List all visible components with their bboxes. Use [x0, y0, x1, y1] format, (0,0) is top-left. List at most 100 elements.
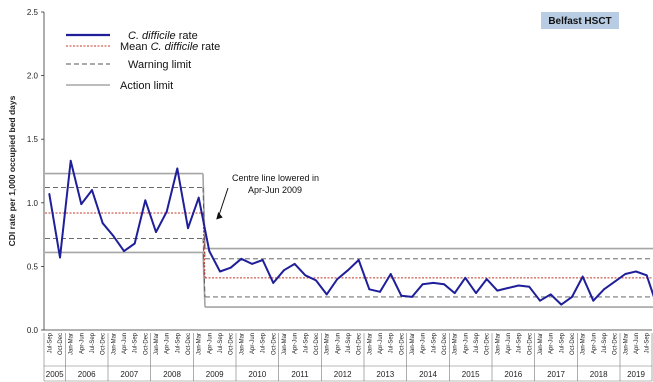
x-tick-label: Jul-Sep [559, 332, 565, 353]
rate-point [261, 259, 264, 261]
year-label: 2018 [590, 370, 608, 379]
rate-series [48, 159, 653, 306]
rate-point [315, 279, 317, 282]
x-tick-label: Jul-Sep [261, 332, 267, 353]
rate-point [304, 274, 307, 277]
year-labels: 2005 2006 2007 2008 2009 2010 2011 2012 2013 2014… [43, 333, 653, 382]
rate-point [219, 270, 221, 273]
x-tick-label: Apr-Jun [79, 333, 85, 354]
y-tick-label: 2.5 [27, 8, 39, 17]
rate-point [144, 199, 147, 202]
rate-point [176, 167, 179, 170]
x-tick-label: Jan-Mar [111, 333, 117, 355]
rate-point [475, 292, 477, 295]
x-tick-label: Jan-Mar [197, 333, 203, 355]
x-tick-label: Oct-Dec [399, 333, 405, 355]
rate-point [91, 189, 93, 191]
rate-point [272, 282, 275, 284]
rate-point [155, 231, 157, 233]
rate-point [229, 266, 232, 269]
y-tick-label: 2.0 [27, 72, 39, 81]
x-tick-label: Oct-Dec [527, 333, 533, 355]
rate-point [80, 203, 83, 205]
x-tick-label: Apr-Jun [293, 333, 299, 354]
year-label: 2016 [504, 370, 522, 379]
x-tick-label: Jan-Mar [581, 333, 587, 355]
rate-point [400, 294, 403, 297]
x-tick-label: Jul-Sep [218, 332, 224, 353]
x-tick-label: Jul-Sep [303, 332, 309, 353]
year-label: 2015 [462, 370, 480, 379]
year-label: 2012 [334, 370, 352, 379]
rate-point [283, 269, 285, 272]
x-tick-labels: Jul-Sep Oct-Dec Jan-Mar Apr-Jun Jul-Sep Oct-D… [47, 332, 650, 355]
x-tick-label: Apr-Jun [421, 333, 427, 354]
y-tick-labels: 0.0 0.5 1.0 1.5 2.0 2.5 [27, 8, 44, 335]
x-tick-label: Jul-Sep [602, 332, 608, 353]
control-limits [45, 172, 653, 308]
rate-point [69, 159, 72, 162]
rate-point [613, 280, 616, 283]
y-axis-label: CDI rate per 1,000 occupied bed days [7, 95, 17, 246]
rate-point [208, 250, 211, 253]
x-tick-label: Oct-Dec [485, 333, 491, 355]
x-tick-label: Jul-Sep [90, 332, 96, 353]
x-tick-label: Jan-Mar [453, 333, 459, 355]
rate-point [101, 222, 104, 225]
x-tick-label: Oct-Dec [271, 333, 277, 355]
rate-point [560, 303, 563, 306]
x-tick-label: Apr-Jun [165, 333, 171, 354]
year-label: 2011 [291, 370, 309, 379]
x-tick-label: Jan-Mar [495, 333, 501, 355]
legend-label-warning: Warning limit [128, 59, 191, 71]
x-tick-label: Apr-Jun [335, 333, 341, 354]
legend-label-rate: C. difficile rate [128, 30, 198, 42]
annotation: Centre line lowered in Apr-Jun 2009 [216, 173, 319, 220]
rate-point [165, 210, 168, 213]
year-label: 2007 [120, 370, 138, 379]
year-label: 2013 [376, 370, 394, 379]
rate-point [581, 275, 584, 278]
rate-point [464, 276, 467, 279]
rate-point [197, 196, 200, 199]
x-tick-label: Jul-Sep [47, 332, 53, 353]
x-tick-label: Jul-Sep [389, 332, 395, 353]
x-tick-label: Jan-Mar [154, 333, 160, 355]
rate-point [133, 242, 136, 245]
rate-point [603, 288, 605, 291]
x-tick-label: Oct-Dec [101, 333, 107, 355]
rate-point [48, 192, 51, 195]
annotation-line-2: Apr-Jun 2009 [248, 185, 302, 195]
rate-point [347, 269, 349, 272]
x-tick-label: Jul-Sep [474, 332, 480, 353]
rate-point [517, 284, 520, 287]
year-label: 2006 [78, 370, 96, 379]
x-tick-label: Oct-Dec [314, 333, 320, 355]
warning-step-lower [202, 238, 206, 297]
rate-point [453, 292, 456, 295]
rate-point [112, 234, 115, 237]
x-tick-label: Apr-Jun [591, 333, 597, 354]
x-tick-label: Oct-Dec [143, 333, 149, 355]
x-tick-label: Jan-Mar [69, 333, 75, 355]
rate-point [443, 283, 445, 286]
x-tick-label: Jul-Sep [645, 332, 651, 353]
x-tick-label: Apr-Jun [634, 333, 640, 354]
rate-point [592, 299, 595, 302]
year-label: 2010 [248, 370, 266, 379]
year-label: 2019 [627, 370, 645, 379]
rate-point [389, 273, 392, 275]
year-label: 2009 [206, 370, 224, 379]
x-tick-label: Apr-Jun [207, 333, 213, 354]
y-tick-label: 0.0 [27, 326, 39, 335]
x-tick-label: Oct-Dec [186, 333, 192, 355]
x-tick-label: Jan-Mar [282, 333, 288, 355]
x-tick-label: Jan-Mar [538, 333, 544, 355]
rate-point [336, 278, 339, 281]
x-tick-label: Jul-Sep [133, 332, 139, 353]
x-tick-label: Jan-Mar [325, 333, 331, 355]
rate-point [635, 270, 637, 273]
x-tick-label: Apr-Jun [250, 333, 256, 354]
legend: C. difficile rate Mean C. difficile rate… [66, 30, 220, 92]
